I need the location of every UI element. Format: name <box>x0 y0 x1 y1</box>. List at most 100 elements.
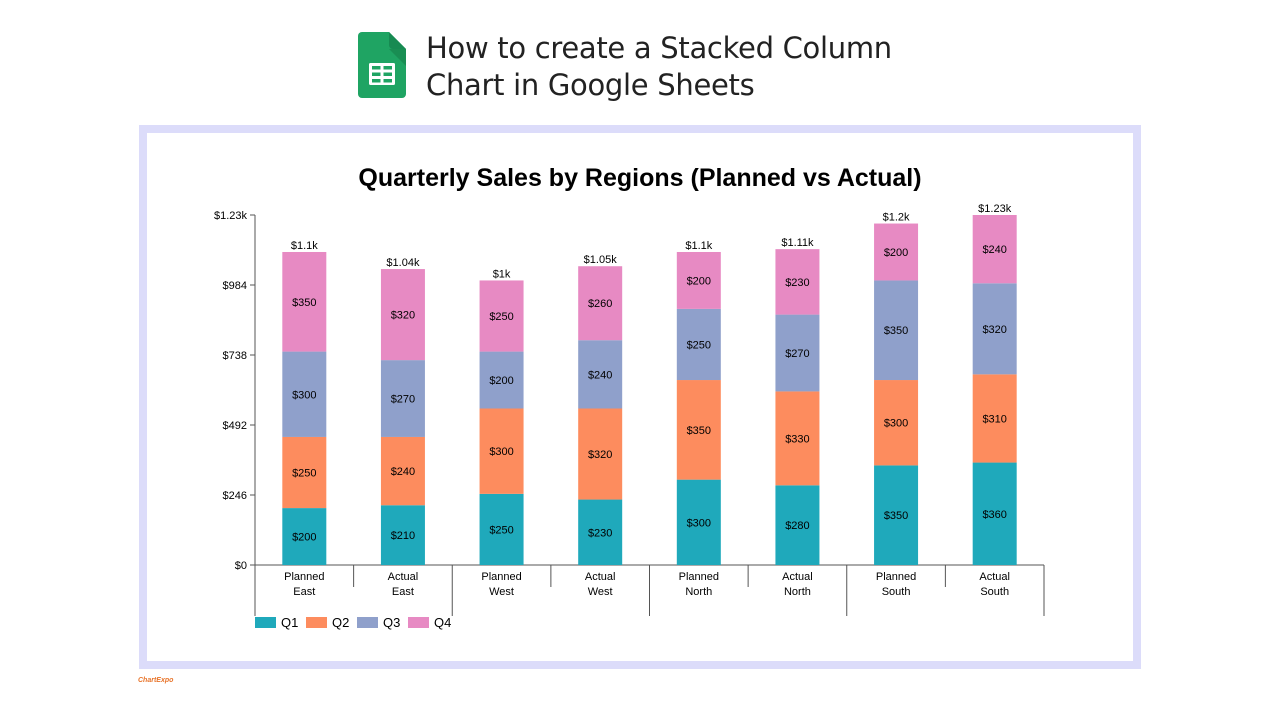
google-sheets-icon <box>358 32 406 98</box>
bar-segment-q4 <box>578 266 623 341</box>
x-category-label-bottom: West <box>489 586 514 598</box>
bar-value-label: $250 <box>292 468 316 480</box>
y-tick-label: $1.23k <box>214 210 248 222</box>
y-tick-label: $0 <box>235 560 247 572</box>
bar-segment-q3 <box>775 314 820 392</box>
bar-value-label: $350 <box>292 297 316 309</box>
x-category-label-top: Planned <box>481 571 521 583</box>
x-category-label-bottom: North <box>685 586 712 598</box>
bar-value-label: $250 <box>489 524 513 536</box>
bar-value-label: $210 <box>391 530 415 542</box>
bar-segment-q1 <box>874 465 919 565</box>
bar-segment-q4 <box>972 215 1017 284</box>
page-header: How to create a Stacked Column Chart in … <box>358 30 966 104</box>
bar-segment-q1 <box>380 505 425 565</box>
legend-swatch-q2 <box>306 617 327 628</box>
bar-segment-q3 <box>380 360 425 437</box>
bar-segment-q2 <box>479 408 524 494</box>
bar-segment-q4 <box>775 249 820 315</box>
bar-value-label: $350 <box>884 325 908 337</box>
bar-segment-q1 <box>479 493 524 565</box>
bar-value-label: $310 <box>982 413 1006 425</box>
x-category-label-bottom: North <box>784 586 811 598</box>
bar-value-label: $320 <box>588 449 612 461</box>
legend-label-q2: Q2 <box>332 615 349 630</box>
bar-value-label: $200 <box>687 275 711 287</box>
chart-title: Quarterly Sales by Regions (Planned vs A… <box>358 164 922 192</box>
bar-value-label: $300 <box>292 389 316 401</box>
bar-value-label: $200 <box>489 375 513 387</box>
page-title: How to create a Stacked Column Chart in … <box>426 30 966 104</box>
x-category-label-bottom: South <box>980 586 1009 598</box>
bar-value-label: $350 <box>884 510 908 522</box>
bar-total-label: $1k <box>493 268 511 280</box>
bar-segment-q1 <box>676 479 721 565</box>
bar-value-label: $200 <box>884 247 908 259</box>
bar-segment-q4 <box>676 251 721 309</box>
legend-swatch-q3 <box>357 617 378 628</box>
bar-segment-q1 <box>972 462 1017 565</box>
x-category-label-top: Planned <box>876 571 916 583</box>
brand-logo: ChartExpo <box>138 677 174 684</box>
bar-value-label: $250 <box>489 311 513 323</box>
bar-value-label: $230 <box>588 527 612 539</box>
bar-segment-q2 <box>972 374 1017 463</box>
page-title-line-1: How to create a Stacked Column <box>426 31 892 65</box>
bar-segment-q3 <box>578 340 623 409</box>
bar-value-label: $360 <box>982 509 1006 521</box>
bar-value-label: $300 <box>884 418 908 430</box>
y-tick-label: $492 <box>223 420 247 432</box>
bar-total-label: $1.2k <box>883 212 910 224</box>
x-category-label-bottom: East <box>392 586 414 598</box>
legend-swatch-q4 <box>408 617 429 628</box>
x-category-label-bottom: West <box>588 586 613 598</box>
bar-value-label: $240 <box>982 244 1006 256</box>
bar-segment-q3 <box>479 351 524 409</box>
x-category-label-top: Actual <box>782 571 813 583</box>
bar-value-label: $330 <box>785 433 809 445</box>
bar-segment-q4 <box>479 280 524 352</box>
bar-segment-q2 <box>676 380 721 480</box>
bar-segment-q3 <box>874 280 919 381</box>
bar-segment-q1 <box>578 499 623 565</box>
bar-segment-q4 <box>380 269 425 361</box>
bar-segment-q4 <box>282 251 327 352</box>
x-category-label-top: Actual <box>979 571 1010 583</box>
bar-segment-q3 <box>676 308 721 381</box>
bar-value-label: $200 <box>292 532 316 544</box>
bar-total-label: $1.11k <box>781 237 814 249</box>
bar-segment-q2 <box>874 380 919 466</box>
bar-total-label: $1.23k <box>978 203 1012 215</box>
stacked-column-chart: $0 $246 $492 $738 $984 $1.23k $200 $250 $300 $350… <box>214 203 1045 630</box>
bar-value-label: $230 <box>785 277 809 289</box>
x-category-label-top: Planned <box>284 571 324 583</box>
bar-value-label: $320 <box>391 310 415 322</box>
y-tick-label: $984 <box>223 280 247 292</box>
page-title-line-2: Chart in Google Sheets <box>426 68 755 102</box>
bar-segment-q2 <box>578 408 623 500</box>
bar-segment-q3 <box>972 283 1017 375</box>
bar-total-label: $1.04k <box>386 257 420 269</box>
x-category-label-top: Actual <box>388 571 419 583</box>
bar-segment-q1 <box>282 508 327 565</box>
x-category-label-bottom: East <box>293 586 315 598</box>
bar-value-label: $300 <box>687 517 711 529</box>
bar-value-label: $350 <box>687 425 711 437</box>
chart-frame: Quarterly Sales by Regions (Planned vs A… <box>139 125 1141 669</box>
bar-value-label: $280 <box>785 520 809 532</box>
bar-value-label: $260 <box>588 298 612 310</box>
bar-value-label: $270 <box>391 394 415 406</box>
bar-total-label: $1.1k <box>291 240 318 252</box>
bar-segment-q2 <box>380 436 425 506</box>
bar-value-label: $300 <box>489 446 513 458</box>
legend-label-q3: Q3 <box>383 615 400 630</box>
legend-label-q4: Q4 <box>434 615 451 630</box>
bar-value-label: $320 <box>982 324 1006 336</box>
legend-label-q1: Q1 <box>281 615 298 630</box>
legend-swatch-q1 <box>255 617 276 628</box>
bar-segment-q3 <box>282 351 327 437</box>
bar-segment-q4 <box>874 223 919 281</box>
bar-total-label: $1.1k <box>685 240 712 252</box>
y-tick-label: $246 <box>223 490 247 502</box>
bar-value-label: $250 <box>687 339 711 351</box>
